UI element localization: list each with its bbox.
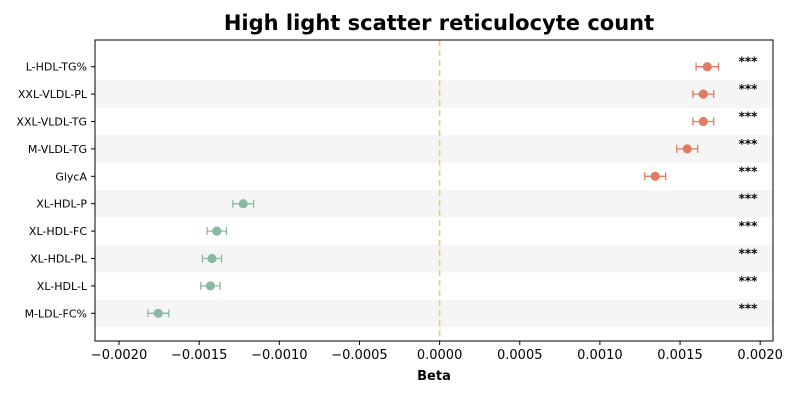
y-tick-label: GlycA — [55, 170, 87, 183]
x-axis-label: Beta — [417, 369, 451, 384]
x-tick-label: 0.0010 — [577, 348, 623, 363]
data-points — [153, 62, 712, 318]
x-tick-label: 0.0005 — [497, 348, 543, 363]
row-band — [95, 80, 773, 108]
y-tick-label: XL-HDL-L — [37, 280, 88, 293]
y-tick-label: M-VLDL-TG — [28, 143, 87, 156]
chart-title: High light scatter reticulocyte count — [224, 11, 654, 35]
significance-label: *** — [739, 164, 759, 178]
y-tick-label: M-LDL-FC% — [25, 307, 87, 320]
data-point — [698, 116, 708, 127]
significance-label: *** — [739, 219, 759, 233]
row-band — [95, 244, 773, 273]
significance-label: *** — [739, 247, 759, 261]
x-tick-label: 0.0000 — [417, 348, 463, 363]
data-point — [153, 308, 163, 318]
x-tick-label: −0.0020 — [91, 348, 147, 363]
y-tick-label: XXL-VLDL-PL — [18, 88, 88, 101]
y-tick-label: XL-HDL-FC — [29, 225, 87, 238]
data-point — [205, 281, 216, 291]
significance-label: *** — [739, 137, 759, 151]
significance-label: *** — [739, 110, 759, 124]
x-tick-label: −0.0010 — [251, 348, 307, 363]
x-tick-label: 0.0015 — [657, 348, 703, 363]
data-point — [698, 89, 708, 99]
significance-label: *** — [739, 55, 759, 69]
significance-label: *** — [739, 301, 759, 315]
y-tick-label: XL-HDL-P — [36, 198, 87, 211]
x-tick-label: −0.0005 — [331, 348, 387, 363]
row-band — [95, 299, 773, 327]
y-axis-ticks: L-HDL-TG% XXL-VLDL-PL XXL-VLDL-TG M-VLDL-TG… — [16, 61, 95, 320]
y-tick-label: XXL-VLDL-TG — [16, 116, 87, 129]
row-band — [95, 190, 773, 218]
plot-frame — [94, 39, 774, 342]
data-point — [207, 253, 217, 264]
data-point — [650, 171, 660, 181]
data-point — [702, 62, 712, 72]
row-band — [95, 135, 773, 163]
significance-label: *** — [739, 82, 759, 96]
row-bands — [95, 80, 773, 327]
y-tick-label: XL-HDL-PL — [30, 253, 88, 266]
significance-labels: *** *** *** *** *** *** *** *** *** *** — [739, 55, 759, 316]
significance-label: *** — [739, 274, 759, 288]
data-point — [212, 226, 222, 236]
significance-label: *** — [739, 192, 759, 206]
x-axis-ticks: −0.0020 −0.0015 −0.0010 −0.0005 0.0000 0.0005… — [91, 341, 783, 363]
data-point — [238, 199, 248, 209]
data-point — [682, 144, 692, 154]
y-tick-label: L-HDL-TG% — [26, 61, 87, 74]
x-tick-label: −0.0015 — [171, 348, 227, 363]
x-tick-label: 0.0020 — [737, 348, 783, 363]
